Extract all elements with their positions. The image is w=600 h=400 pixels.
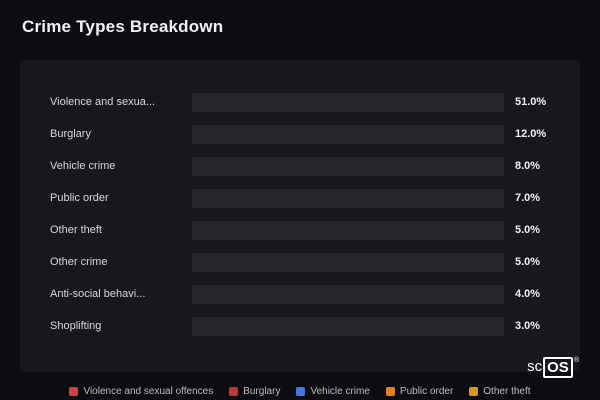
- legend-swatch-icon: [229, 387, 239, 396]
- bar-category-label: Other theft: [50, 224, 102, 236]
- bar-value-label: 12.0%: [515, 128, 547, 140]
- bar-value-label: 7.0%: [515, 192, 541, 204]
- bar-value-label: 51.0%: [515, 96, 547, 108]
- bar-category-label: Shoplifting: [50, 320, 102, 332]
- legend-swatch-icon: [385, 387, 395, 396]
- bar-category-label: Vehicle crime: [50, 160, 116, 172]
- legend-item-label: Public order: [399, 386, 454, 397]
- legend-item-label: Violence and sexual offences: [83, 386, 214, 397]
- bar-row: Public order 7.0%: [50, 182, 556, 214]
- bar-row: Burglary 12.0%: [50, 118, 556, 150]
- scos-logo-prefix: sc: [527, 358, 543, 375]
- bar-category-label: Anti-social behavi...: [50, 288, 146, 300]
- bar-track: [192, 284, 504, 304]
- legend-swatch-icon: [296, 387, 306, 396]
- page-title: Crime Types Breakdown: [22, 17, 224, 36]
- bar-track: [192, 252, 504, 272]
- bar-chart: Violence and sexua... 51.0% Burglary 12.…: [50, 86, 556, 342]
- bar-row: Vehicle crime 8.0%: [50, 150, 556, 182]
- bar-row: Violence and sexua... 51.0%: [50, 86, 556, 118]
- legend: Violence and sexual offences Burglary Ve…: [0, 386, 600, 397]
- bar-value-label: 5.0%: [515, 256, 541, 268]
- bar-category-label: Violence and sexua...: [50, 96, 155, 108]
- registered-mark-icon: ®: [573, 357, 579, 364]
- bar-category-label: Public order: [50, 192, 109, 204]
- legend-item-label: Other theft: [483, 386, 531, 397]
- bar-track: [192, 92, 504, 112]
- bar-value-label: 3.0%: [515, 320, 541, 332]
- legend-item[interactable]: Public order: [385, 386, 454, 397]
- bar-value-label: 5.0%: [515, 224, 541, 236]
- scos-logo: sc OS ®: [527, 357, 579, 378]
- bar-value-label: 8.0%: [515, 160, 541, 172]
- legend-swatch-icon: [469, 387, 479, 396]
- bar-track: [192, 220, 504, 240]
- bar-track: [192, 124, 504, 144]
- bar-value-label: 4.0%: [515, 288, 541, 300]
- bar-category-label: Other crime: [50, 256, 108, 268]
- legend-swatch-icon: [69, 387, 79, 396]
- bar-row: Other crime 5.0%: [50, 246, 556, 278]
- scos-logo-box: OS: [543, 357, 573, 378]
- legend-item-label: Vehicle crime: [310, 386, 370, 397]
- chart-card: Violence and sexua... 51.0% Burglary 12.…: [20, 60, 580, 372]
- bar-category-label: Burglary: [50, 128, 91, 140]
- bar-track: [192, 188, 504, 208]
- bar-track: [192, 316, 504, 336]
- legend-item[interactable]: Other theft: [469, 386, 531, 397]
- legend-item[interactable]: Burglary: [229, 386, 280, 397]
- bar-track: [192, 156, 504, 176]
- legend-item-label: Burglary: [243, 386, 281, 397]
- legend-item[interactable]: Violence and sexual offences: [69, 386, 213, 397]
- bar-row: Anti-social behavi... 4.0%: [50, 278, 556, 310]
- bar-row: Shoplifting 3.0%: [50, 310, 556, 342]
- legend-item[interactable]: Vehicle crime: [296, 386, 370, 397]
- bar-row: Other theft 5.0%: [50, 214, 556, 246]
